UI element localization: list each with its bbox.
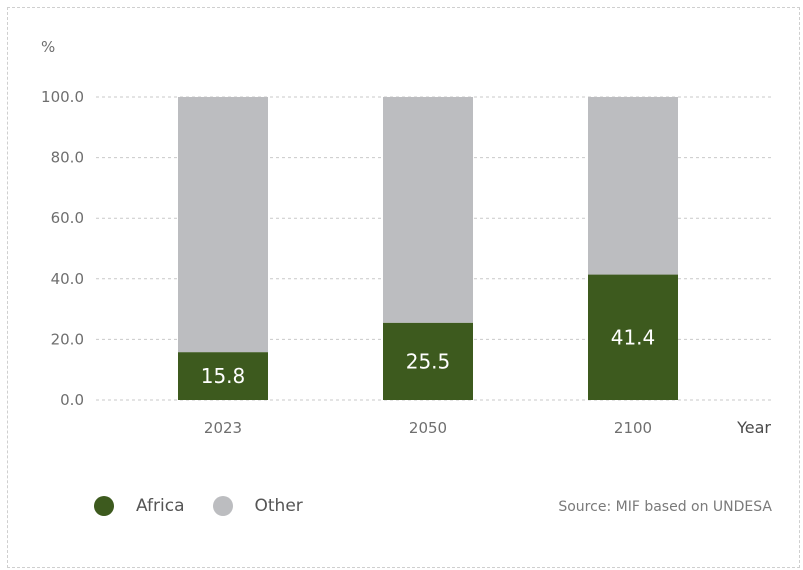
- bar-other-2050: [383, 97, 473, 323]
- y-tick-label: 0.0: [60, 391, 84, 409]
- bar-other-2100: [588, 97, 678, 275]
- chart-frame: [7, 7, 800, 568]
- y-unit-label: %: [41, 38, 55, 56]
- bar-africa-2023: [178, 352, 268, 400]
- legend-label-africa: Africa: [136, 496, 185, 516]
- y-tick-label: 60.0: [51, 209, 84, 227]
- legend-item-other: Other: [212, 496, 303, 516]
- y-axis-ticks: 0.0 20.0 40.0 60.0 80.0 100.0: [41, 88, 84, 409]
- data-label-africa-2050: 25.5: [406, 349, 451, 373]
- bars: 15.8 25.5 41.4: [178, 97, 678, 400]
- bar-africa-2100: [588, 274, 678, 400]
- bar-other-2023: [178, 97, 268, 353]
- x-tick-label: 2100: [614, 419, 652, 437]
- legend: Africa Other: [94, 496, 331, 516]
- y-tick-label: 80.0: [51, 149, 84, 167]
- data-label-africa-2023: 15.8: [201, 364, 246, 388]
- x-axis-ticks: 2023 2050 2100: [204, 419, 652, 437]
- legend-label-other: Other: [254, 496, 303, 516]
- bar-africa-2050: [383, 322, 473, 400]
- source-note: Source: MIF based on UNDESA: [558, 499, 772, 515]
- x-axis-title: Year: [736, 418, 771, 437]
- x-tick-label: 2050: [409, 419, 447, 437]
- legend-swatch-africa: [94, 496, 114, 516]
- y-tick-label: 40.0: [51, 270, 84, 288]
- legend-swatch-other: [212, 496, 233, 516]
- y-tick-label: 100.0: [41, 88, 84, 106]
- data-label-africa-2100: 41.4: [611, 325, 656, 349]
- y-tick-label: 20.0: [51, 330, 84, 348]
- x-tick-label: 2023: [204, 419, 242, 437]
- legend-item-africa: Africa: [94, 496, 185, 516]
